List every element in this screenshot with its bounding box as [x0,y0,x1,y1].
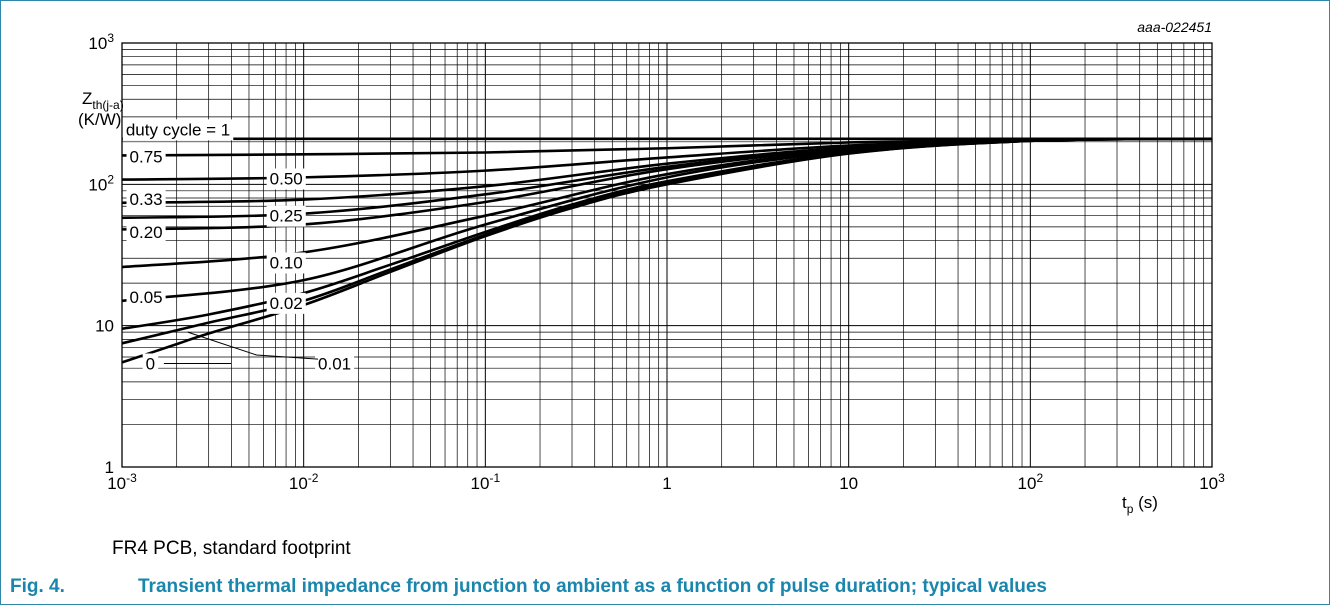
curve-label-background [142,353,159,375]
curve-labels: duty cycle = 1 0.75 0.50 0.33 0.25 0.20 0.10 0.… [122,119,355,375]
curve-label: 0.25 [270,207,303,226]
y-axis-label-base: Z [82,89,92,108]
curve-label-background [126,146,166,168]
curve-label-background [266,168,306,190]
curve-label: 0.20 [130,223,163,242]
curve-label-background [126,188,166,210]
x-axis-label-sub: p [1127,502,1134,516]
curve-label-background [122,119,234,141]
x-tick-label: 1 [662,474,671,493]
figure-caption: Fig. 4. Transient thermal impedance from … [10,576,1047,598]
curve-label-background [315,353,355,375]
x-tick-label: 10-3 [107,471,137,493]
curve-label-background [266,292,306,314]
y-tick-label: 102 [88,172,114,194]
curve-label: 0 [146,354,155,373]
y-tick-label: 1 [105,458,114,477]
y-axis-label-sub: th(j-a) [92,98,123,112]
curve-label-background [266,205,306,227]
curve-label-background [126,221,166,243]
curve-label: duty cycle = 1 [126,120,230,139]
figure-caption-text: Transient thermal impedance from junctio… [138,576,1047,597]
x-axis-label-base: t [1122,493,1127,512]
y-tick-label: 10 [95,317,114,336]
x-tick-label: 10-1 [471,471,501,493]
figure-id: aaa-022451 [1137,19,1212,35]
thermal-impedance-chart: duty cycle = 1 0.75 0.50 0.33 0.25 0.20 0.10 0.… [78,19,1225,516]
x-axis-label: tp (s) [1122,493,1158,516]
y-axis-label: Zth(j-a) (K/W) [78,89,128,129]
curve-label-background [266,252,306,274]
figure-number: Fig. 4. [10,576,65,597]
grid [121,42,1213,468]
curve-label: 0.50 [270,169,303,188]
y-axis-unit: (K/W) [78,110,121,129]
tick-labels: 10-3 10-2 10-1 1 10 102 103 1 10 102 103 [88,31,1225,493]
x-tick-label: 102 [1018,471,1044,493]
plot-border [121,42,1213,468]
x-axis-label-unit: (s) [1133,493,1158,512]
curve-label: 0.01 [318,354,351,373]
curve-label-background [126,286,166,308]
curve-label: 0.75 [130,147,163,166]
curve-label: 0.02 [270,294,303,313]
curve-label: 0.05 [130,288,163,307]
label-leader [187,331,319,360]
y-tick-label: 103 [88,31,114,53]
x-tick-label: 10 [839,474,858,493]
x-tick-label: 10-2 [289,471,319,493]
curve-line [121,137,1213,364]
x-tick-label: 103 [1199,471,1225,493]
figure-note: FR4 PCB, standard footprint [112,538,351,559]
curve-label: 0.10 [270,253,303,272]
curve-label: 0.33 [130,190,163,209]
